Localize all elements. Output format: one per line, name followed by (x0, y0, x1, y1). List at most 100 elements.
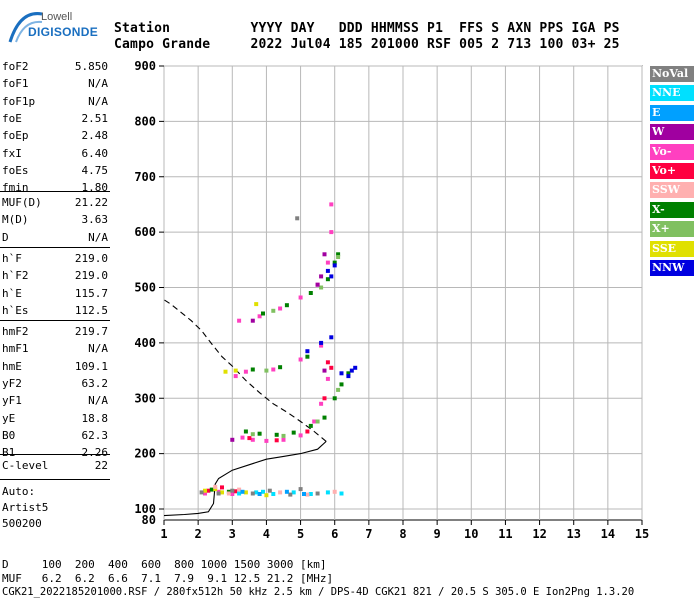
param-row: hmE 109.1 (2, 360, 108, 376)
echo-point (254, 490, 259, 495)
echo-point (278, 490, 283, 495)
y-tick-label: 600 (134, 225, 156, 239)
echo-point (325, 490, 330, 495)
y-tick-label: 800 (134, 114, 156, 128)
param-separator (0, 479, 110, 480)
echo-point (332, 263, 337, 268)
param-label: D (2, 230, 9, 244)
x-tick-label: 7 (365, 527, 372, 541)
echo-point (315, 419, 320, 424)
param-row: h`F 219.0 (2, 252, 108, 268)
echo-point (291, 490, 296, 495)
logo-digisonde-text: DIGISONDE (28, 25, 99, 39)
echo-point (305, 429, 310, 434)
echo-point (312, 419, 317, 424)
y-tick-label: 100 (134, 502, 156, 516)
echo-point (336, 252, 341, 257)
param-label: MUF(D) (2, 196, 42, 209)
param-label: foF2 (2, 60, 29, 73)
echo-point (237, 318, 242, 323)
y-tick-label: 500 (134, 281, 156, 295)
param-row: foEs 4.75 (2, 164, 108, 180)
param-value: 219.7 (74, 325, 108, 338)
echo-point (206, 488, 211, 493)
param-label: foF1 (2, 77, 29, 91)
echo-point (325, 360, 330, 365)
echo-point (329, 335, 334, 340)
x-tick-label: 1 (160, 527, 167, 541)
echo-point (305, 349, 310, 354)
x-tick-label: 4 (263, 527, 270, 541)
echo-point (295, 216, 300, 221)
echo-point (315, 491, 320, 496)
echo-point (298, 295, 303, 300)
echo-point (298, 357, 303, 362)
y-tick-label: 300 (134, 391, 156, 405)
y-tick-label: 200 (134, 447, 156, 461)
legend-item-e: E (650, 104, 694, 121)
param-value: 219.0 (74, 269, 108, 283)
param-value: 112.5 (74, 303, 108, 317)
echo-point (226, 491, 231, 496)
param-label: yE (2, 411, 16, 425)
echo-point (257, 314, 262, 319)
echo-point (267, 488, 272, 493)
echo-point (250, 491, 255, 496)
param-row: B0 62.3 (2, 429, 108, 445)
echo-point (247, 436, 252, 441)
param-row: h`E 115.7 (2, 287, 108, 303)
echo-point (230, 492, 235, 496)
param-value: 22 (94, 459, 108, 472)
x-tick-label: 2 (195, 527, 202, 541)
echo-point (284, 489, 289, 494)
param-separator (0, 454, 110, 455)
echo-point (240, 489, 245, 494)
param-label: yF1 (2, 394, 22, 408)
echo-point (322, 252, 327, 257)
param-row: foF1p N/A (2, 95, 108, 111)
legend-item-nne: NNE (650, 85, 694, 102)
header-labels: Station YYYY DAY DDD HHMMSS P1 FFS S AXN… (114, 21, 620, 36)
echo-point (339, 382, 344, 387)
param-label: h`F (2, 252, 22, 265)
param-value: 2.26 (81, 446, 109, 460)
legend-item-vo: Vo- (650, 143, 694, 160)
param-row: h`F2 219.0 (2, 269, 108, 285)
echo-point (230, 488, 235, 493)
echo-point (325, 268, 330, 273)
echo-point (233, 368, 238, 373)
scaled-parameters-panel: foF2 5.850 foF1 N/A foF1p N/A foE 2.51 foEp 2.48 f… (0, 0, 112, 600)
echo-point (322, 415, 327, 420)
param-row: fmin 1.80 (2, 181, 108, 197)
param-value: 63.2 (81, 376, 109, 390)
echo-point (288, 492, 293, 497)
echo-point (216, 491, 221, 496)
echo-point (305, 492, 310, 497)
x-tick-label: 6 (331, 527, 338, 541)
param-label: h`F2 (2, 269, 29, 283)
legend-item-x: X+ (650, 221, 694, 238)
param-row: foEp 2.48 (2, 129, 108, 145)
autoscaling-info: Auto: (2, 485, 36, 498)
param-value: 219.0 (74, 252, 108, 265)
param-separator (0, 191, 110, 192)
param-row: D N/A (2, 231, 108, 247)
echo-point (250, 318, 255, 323)
echo-point (291, 430, 296, 435)
echo-point (281, 437, 286, 442)
echo-point (213, 484, 218, 489)
echo-point (308, 423, 313, 428)
param-value: 3.63 (81, 213, 109, 227)
echo-point (322, 396, 327, 401)
param-label: h`Es (2, 303, 29, 317)
param-label: h`E (2, 286, 22, 300)
x-tick-label: 5 (297, 527, 304, 541)
param-value: 18.8 (81, 411, 109, 425)
echo-point (325, 277, 330, 282)
echo-point (332, 396, 337, 401)
echo-point (302, 492, 306, 496)
x-tick-label: 14 (601, 527, 615, 541)
echo-point (325, 376, 330, 381)
echo-point (329, 230, 334, 235)
